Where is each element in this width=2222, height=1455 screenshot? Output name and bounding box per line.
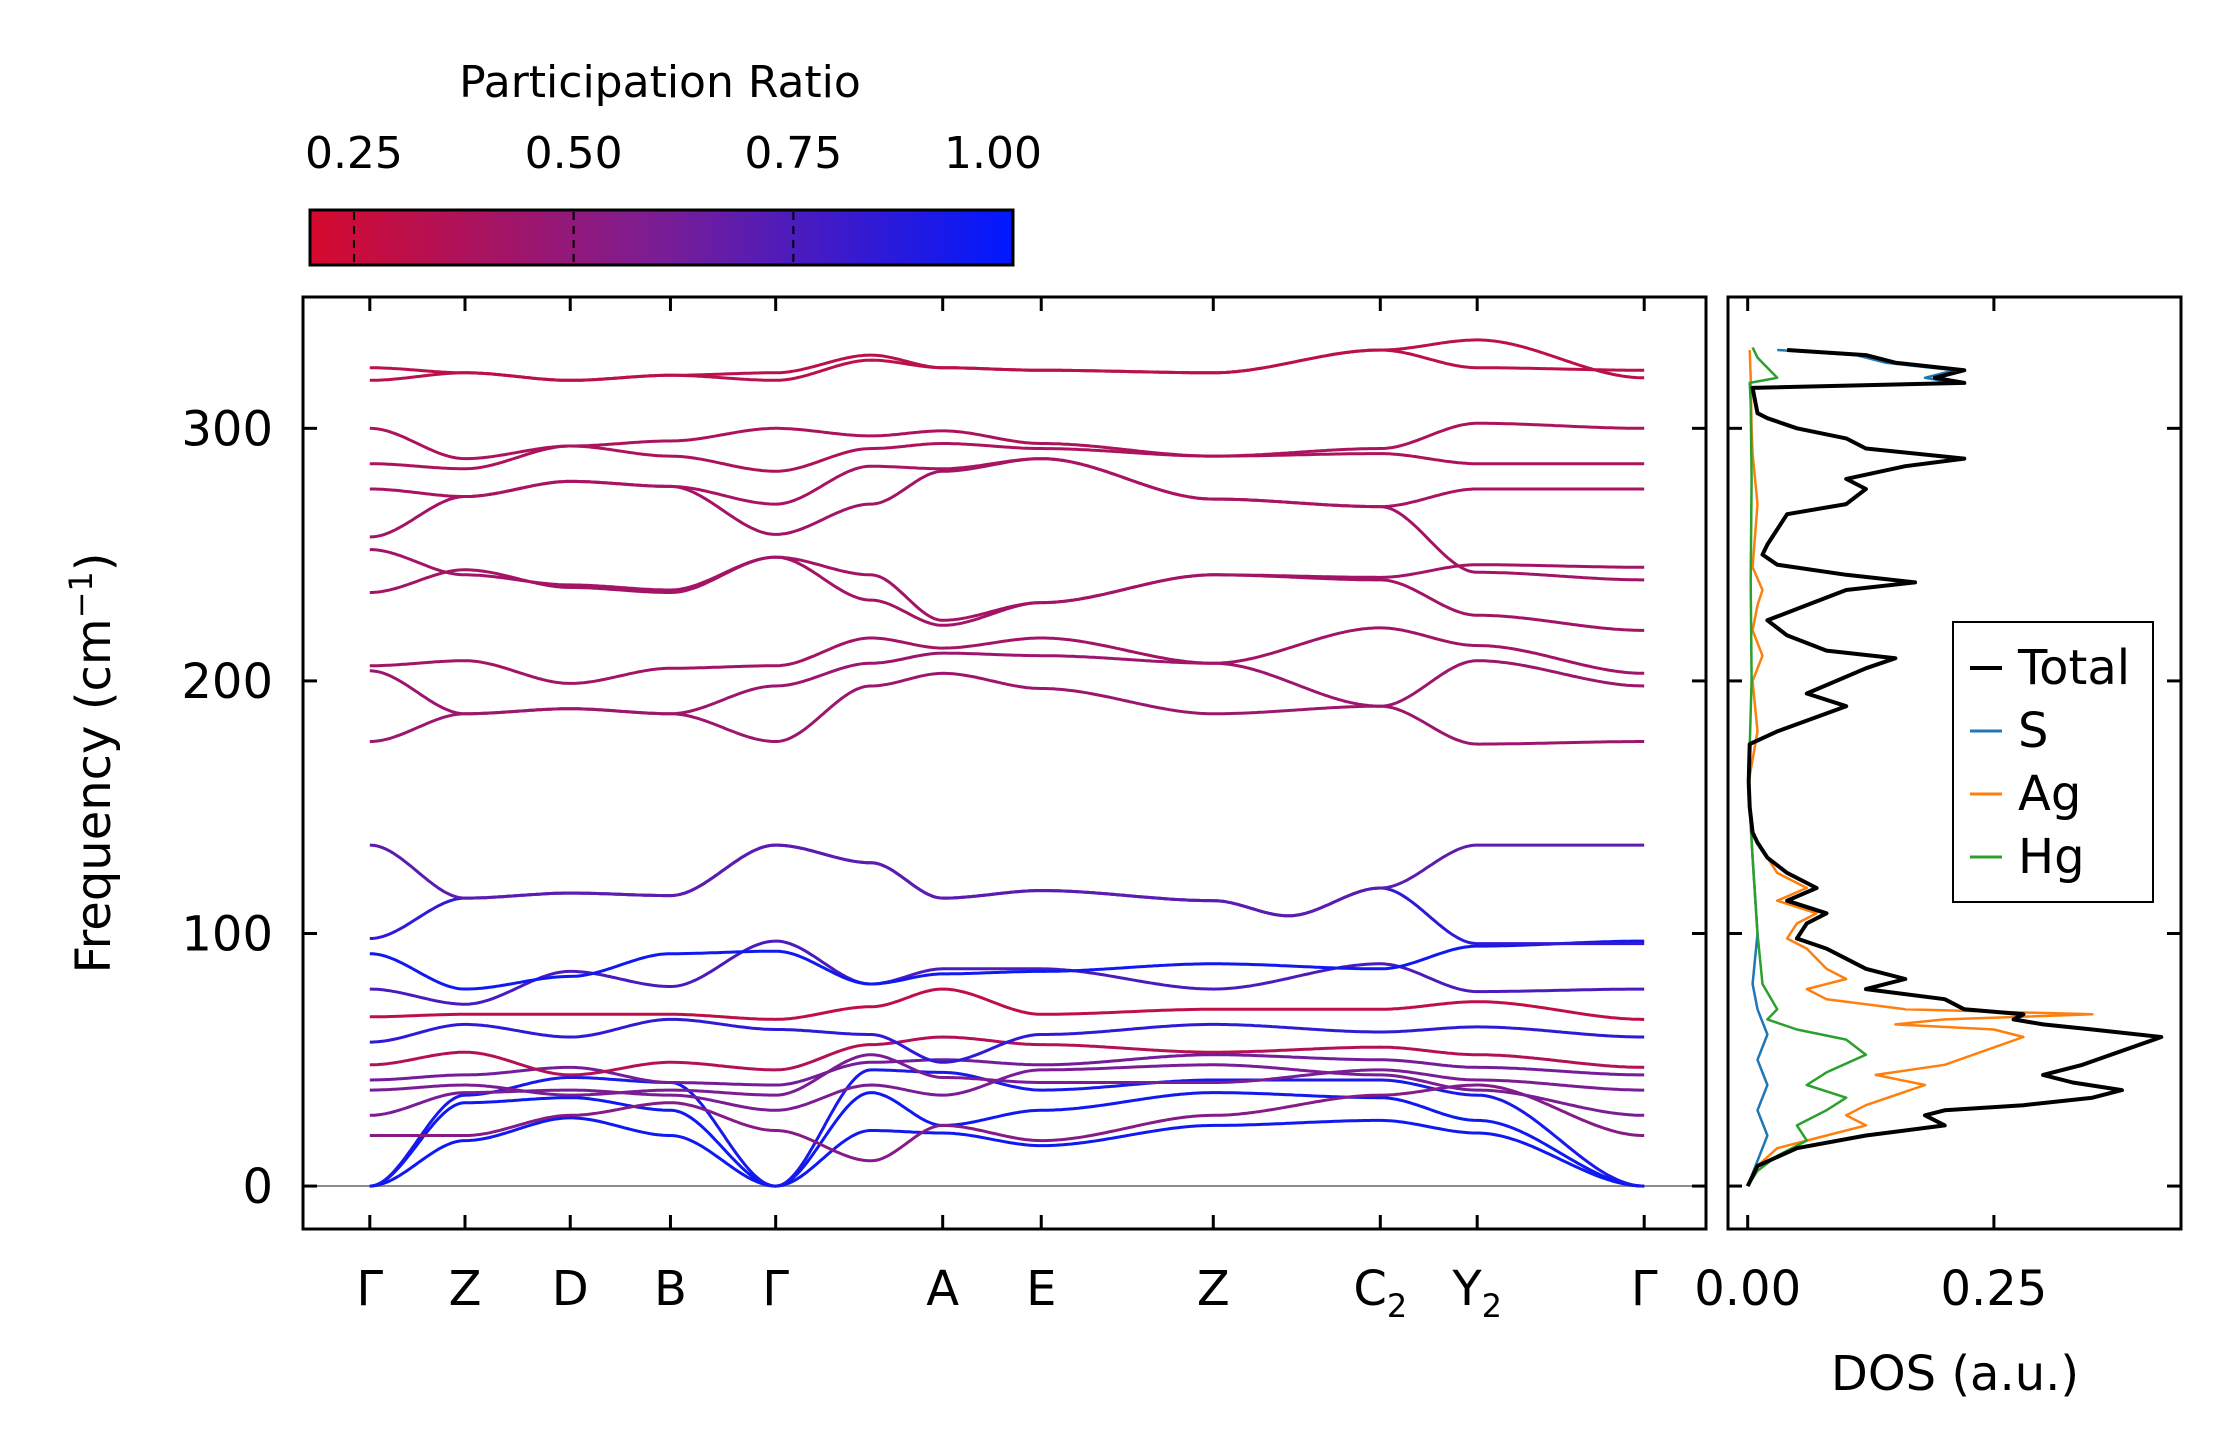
legend-label: S [2018, 703, 2048, 759]
y-tick-label: 0 [242, 1159, 273, 1215]
legend-label: Total [2017, 640, 2130, 696]
k-point-label: Y2 [1451, 1261, 1502, 1325]
dos-x-tick-label: 0.25 [1940, 1261, 2047, 1317]
phonon-band-23 [369, 421, 1645, 461]
colorbar-title: Participation Ratio [459, 57, 861, 108]
colorbar-tick-label: 0.25 [305, 128, 403, 179]
colorbar-tick-label: 0.75 [744, 128, 842, 179]
phonon-band-21 [369, 457, 1645, 509]
phonon-band-6 [369, 1053, 1645, 1097]
phonon-band-25 [369, 348, 1645, 382]
colorbar-tick-labels: 0.25 0.50 0.75 1.00 [305, 128, 1042, 179]
phonon-band-10 [369, 987, 1645, 1021]
phonon-band-4 [369, 1083, 1645, 1163]
phonon-band-11 [369, 939, 1645, 1006]
colorbar-gradient [308, 208, 1015, 267]
dos-series-total [1745, 348, 2164, 1187]
colorbar-ticks [352, 212, 795, 263]
legend-items: Total S Ag Hg [1970, 640, 2130, 885]
y-tick-label: 300 [181, 401, 273, 457]
phonon-band-17 [369, 626, 1645, 685]
k-point-label: Γ [762, 1261, 789, 1317]
phonon-band-1 [369, 1116, 1645, 1188]
phonon-band-24 [369, 338, 1645, 382]
phonon-band-12 [369, 939, 1645, 991]
k-point-label: C2 [1353, 1261, 1407, 1325]
k-point-label: Γ [1631, 1261, 1658, 1317]
dos-x-tick-label: 0.00 [1694, 1261, 1801, 1317]
phonon-band-5 [369, 1063, 1645, 1117]
colorbar: Participation Ratio 0.25 0.50 0.75 1.00 [305, 57, 1042, 267]
dispersion-bands [303, 338, 1706, 1188]
dispersion-frame [301, 295, 1708, 1231]
dos-series-hg [1746, 346, 1868, 1187]
phonon-band-16 [369, 651, 1645, 716]
phonon-band-2 [369, 1091, 1645, 1188]
k-point-label: D [552, 1261, 589, 1317]
legend-label: Hg [2018, 829, 2085, 885]
dos-panel: 0.00 0.25 DOS (a.u.) Total S Ag Hg [1694, 295, 2183, 1402]
phonon-band-19 [369, 548, 1645, 622]
k-point-label: B [654, 1261, 687, 1317]
colorbar-tick-label: 0.50 [525, 128, 623, 179]
k-point-label: A [926, 1261, 959, 1317]
y-tick-label: 100 [181, 906, 273, 962]
dos-legend: Total S Ag Hg [1952, 621, 2154, 903]
phonon-band-20 [369, 457, 1645, 582]
k-point-label: Z [449, 1261, 482, 1317]
dos-frame [1726, 295, 2183, 1231]
dos-axes: 0.00 0.25 [1694, 297, 2181, 1317]
dos-lines [1745, 346, 2164, 1187]
k-point-label: E [1026, 1261, 1056, 1317]
colorbar-tick-label: 1.00 [944, 128, 1042, 179]
k-point-label: Γ [356, 1261, 383, 1317]
y-axis-label: Frequency (cm−1) [62, 552, 122, 973]
dos-x-axis-label: DOS (a.u.) [1831, 1346, 2079, 1402]
phonon-band-7 [369, 1053, 1645, 1087]
dos-series-ag [1746, 349, 2094, 1187]
y-tick-label: 200 [181, 654, 273, 710]
dispersion-panel: 0 100 200 300 Γ Z D B Γ A E Z C2 Y2 Γ Frequency (cm−1) [62, 295, 1708, 1325]
phonon-band-9 [369, 1017, 1645, 1064]
k-point-label: Z [1197, 1261, 1230, 1317]
dispersion-axes: 0 100 200 300 Γ Z D B Γ A E Z C2 Y2 Γ [181, 297, 1706, 1325]
phonon-band-14 [369, 843, 1645, 918]
legend-label: Ag [2018, 766, 2081, 822]
